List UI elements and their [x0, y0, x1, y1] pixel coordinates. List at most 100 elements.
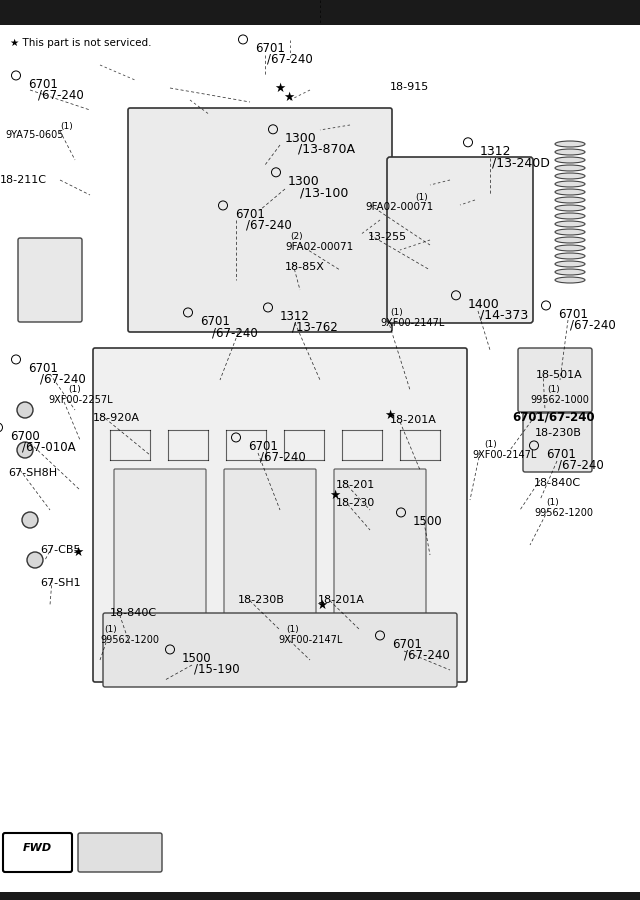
- Bar: [0, 892, 640, 900]
- FancyBboxPatch shape: [387, 157, 533, 323]
- Circle shape: [17, 402, 33, 418]
- Text: /67-240: /67-240: [404, 649, 450, 662]
- Text: 6701: 6701: [558, 308, 588, 321]
- Text: /13-762: /13-762: [292, 321, 338, 334]
- Text: /13-100: /13-100: [300, 186, 348, 199]
- Text: (1): (1): [546, 498, 559, 507]
- Ellipse shape: [555, 245, 585, 251]
- Text: 1500: 1500: [182, 652, 212, 665]
- Text: /67-240: /67-240: [38, 88, 84, 101]
- Text: 18-230B: 18-230B: [535, 428, 582, 438]
- Text: 13-255: 13-255: [368, 232, 407, 242]
- FancyBboxPatch shape: [114, 469, 206, 621]
- Text: 99562-1200: 99562-1200: [534, 508, 593, 518]
- Text: ★: ★: [72, 545, 84, 559]
- Bar: [0, 0, 640, 25]
- Ellipse shape: [555, 181, 585, 187]
- FancyBboxPatch shape: [78, 833, 162, 872]
- Text: 9XF00-2147L: 9XF00-2147L: [472, 450, 536, 460]
- FancyBboxPatch shape: [103, 613, 457, 687]
- FancyBboxPatch shape: [334, 469, 426, 621]
- Text: 6701: 6701: [28, 362, 58, 375]
- Text: (1): (1): [390, 308, 403, 317]
- Text: 9FA02-00071: 9FA02-00071: [365, 202, 433, 212]
- Text: 6701/67-240: 6701/67-240: [512, 410, 595, 423]
- Text: (2): (2): [290, 232, 303, 241]
- Ellipse shape: [555, 253, 585, 259]
- Text: (1): (1): [60, 122, 73, 131]
- Text: /67-240: /67-240: [570, 318, 616, 331]
- FancyBboxPatch shape: [518, 348, 592, 412]
- Text: 18-915: 18-915: [390, 82, 429, 92]
- Text: 18-85X: 18-85X: [285, 262, 325, 272]
- Text: (1): (1): [104, 625, 116, 634]
- Text: /67-240: /67-240: [212, 326, 258, 339]
- Text: 18-230B: 18-230B: [238, 595, 285, 605]
- Text: /14-373: /14-373: [480, 309, 528, 322]
- Ellipse shape: [555, 197, 585, 203]
- Circle shape: [17, 442, 33, 458]
- Text: 18-201: 18-201: [336, 480, 375, 490]
- Text: (1): (1): [415, 193, 428, 202]
- Text: 18-840C: 18-840C: [534, 478, 581, 488]
- Text: /67-010A: /67-010A: [22, 441, 76, 454]
- Ellipse shape: [555, 221, 585, 227]
- Text: 6701: 6701: [235, 208, 265, 221]
- Text: /15-190: /15-190: [194, 663, 239, 676]
- Text: 67-SH8H: 67-SH8H: [8, 468, 57, 478]
- Text: /13-240D: /13-240D: [492, 156, 550, 169]
- Ellipse shape: [555, 269, 585, 275]
- Ellipse shape: [555, 277, 585, 283]
- Text: /67-240: /67-240: [246, 218, 292, 231]
- Text: /67-240: /67-240: [558, 459, 604, 472]
- Text: 1312: 1312: [480, 145, 511, 158]
- Text: 9FA02-00071: 9FA02-00071: [285, 242, 353, 252]
- Text: 6701: 6701: [392, 638, 422, 651]
- Text: /67-240: /67-240: [260, 451, 306, 464]
- FancyBboxPatch shape: [224, 469, 316, 621]
- FancyBboxPatch shape: [128, 108, 392, 332]
- Text: ★ This part is not serviced.: ★ This part is not serviced.: [10, 38, 152, 48]
- Text: 18-840C: 18-840C: [110, 608, 157, 618]
- Circle shape: [27, 552, 43, 568]
- Text: ★: ★: [284, 91, 294, 104]
- Text: 1400: 1400: [468, 298, 500, 311]
- Ellipse shape: [555, 157, 585, 163]
- Ellipse shape: [555, 149, 585, 155]
- Text: /67-240: /67-240: [40, 372, 86, 385]
- FancyBboxPatch shape: [18, 238, 82, 322]
- Text: (1): (1): [68, 385, 81, 394]
- Text: ★: ★: [316, 598, 328, 611]
- Ellipse shape: [555, 173, 585, 179]
- Text: 18-201A: 18-201A: [318, 595, 365, 605]
- Text: 1300: 1300: [288, 175, 320, 188]
- Ellipse shape: [555, 229, 585, 235]
- Text: 18-211C: 18-211C: [0, 175, 47, 185]
- Text: 99562-1200: 99562-1200: [100, 635, 159, 645]
- Text: 9XF00-2147L: 9XF00-2147L: [278, 635, 342, 645]
- Text: 67-CB5: 67-CB5: [40, 545, 81, 555]
- FancyBboxPatch shape: [3, 833, 72, 872]
- Text: 1300: 1300: [285, 132, 317, 145]
- Text: 6700: 6700: [10, 430, 40, 443]
- Text: 6701: 6701: [546, 448, 576, 461]
- Text: 18-920A: 18-920A: [93, 413, 140, 423]
- Ellipse shape: [555, 141, 585, 147]
- Text: 1500: 1500: [413, 515, 443, 528]
- Text: 6701: 6701: [200, 315, 230, 328]
- Text: (1): (1): [286, 625, 299, 634]
- Text: 1312: 1312: [280, 310, 310, 323]
- Ellipse shape: [555, 261, 585, 267]
- Text: 9XF00-2147L: 9XF00-2147L: [380, 318, 444, 328]
- Text: 6701: 6701: [255, 42, 285, 55]
- FancyBboxPatch shape: [93, 348, 467, 682]
- Text: 18-230: 18-230: [336, 498, 375, 508]
- Text: 18-201A: 18-201A: [390, 415, 437, 425]
- Text: 99562-1000: 99562-1000: [530, 395, 589, 405]
- Text: FWD: FWD: [22, 843, 52, 853]
- Ellipse shape: [555, 237, 585, 243]
- Text: 6701: 6701: [248, 440, 278, 453]
- Text: /13-870A: /13-870A: [298, 143, 355, 156]
- Ellipse shape: [555, 165, 585, 171]
- Text: 9YA75-0605: 9YA75-0605: [5, 130, 63, 140]
